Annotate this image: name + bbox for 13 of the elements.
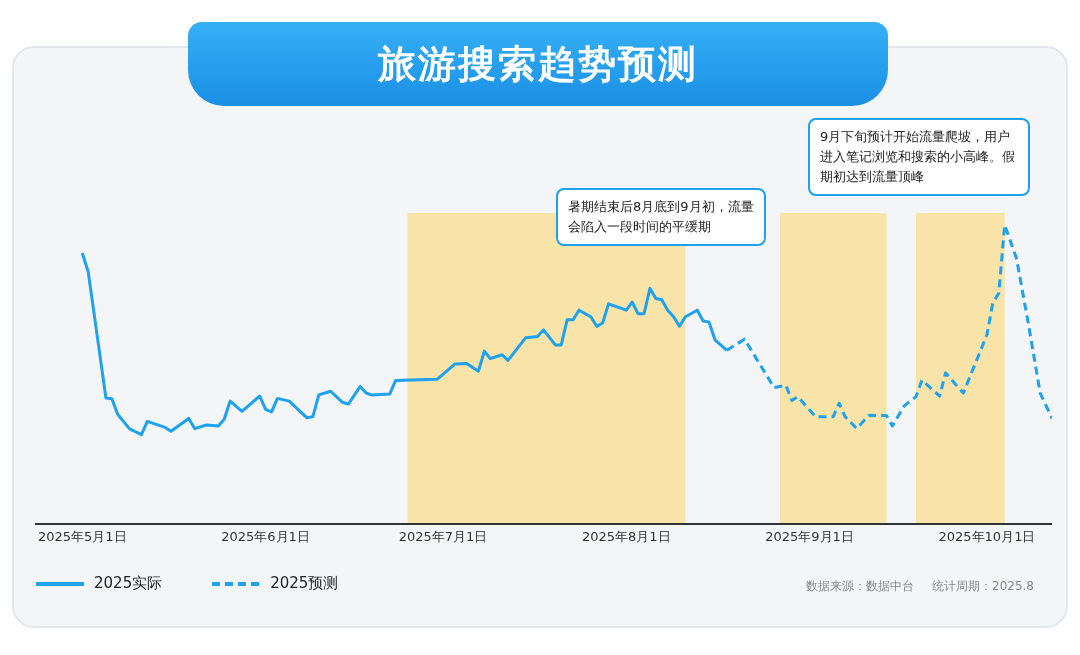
x-tick-label: 2025年8月1日 bbox=[581, 529, 671, 545]
x-tick-label: 2025年10月1日 bbox=[938, 529, 1036, 545]
x-tick-label: 2025年9月1日 bbox=[765, 529, 854, 545]
x-tick-label: 2025年5月1日 bbox=[37, 529, 127, 545]
x-tick-label: 2025年7月1日 bbox=[398, 529, 488, 545]
chart-title: 旅游搜索趋势预测 bbox=[378, 40, 698, 88]
text: 统计周期：2025.8 bbox=[932, 578, 1034, 595]
callout-box: 暑期结束后8月底到9月初，流量会陷入一段时间的平缓期 bbox=[556, 188, 766, 246]
source-note: 数据来源：数据中台 bbox=[806, 578, 914, 595]
callout-box: 9月下旬预计开始流量爬坡，用户进入笔记浏览和搜索的小高峰。假期初达到流量顶峰 bbox=[808, 118, 1030, 196]
legend-label: 2025预测 bbox=[270, 574, 339, 593]
legend-label: 2025实际 bbox=[94, 574, 163, 593]
x-tick-label: 2025年6月1日 bbox=[221, 529, 310, 545]
